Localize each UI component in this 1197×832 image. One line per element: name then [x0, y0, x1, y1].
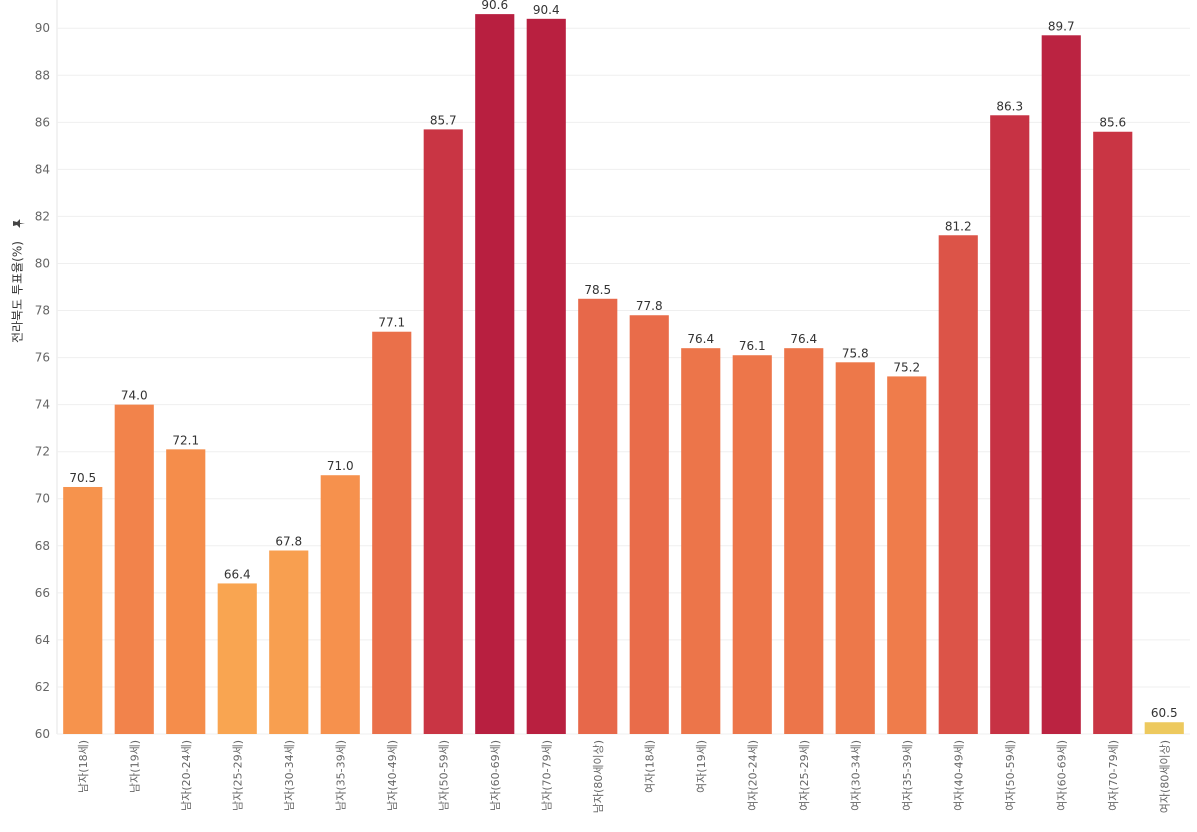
- data-label: 78.5: [584, 283, 611, 297]
- x-tick-label: 여자(80세이상): [1158, 740, 1171, 813]
- data-label: 72.1: [172, 433, 199, 447]
- bar[interactable]: [1144, 722, 1184, 734]
- x-tick-label: 여자(60-69세): [1055, 740, 1068, 811]
- bar[interactable]: [732, 355, 772, 734]
- bar[interactable]: [217, 583, 257, 734]
- bar[interactable]: [990, 115, 1030, 735]
- y-tick-label: 66: [35, 586, 50, 600]
- bar[interactable]: [526, 18, 566, 735]
- x-axis-ticks: 남자(18세) 남자(19세) 남자(20-24세) 남자(25-29세) 남자(30-…: [77, 740, 1172, 813]
- data-label: 77.1: [378, 316, 405, 330]
- data-label: 77.8: [636, 299, 663, 313]
- x-tick-label: 남자(25-29세): [231, 740, 244, 811]
- x-tick-label: 남자(30-34세): [283, 740, 296, 811]
- y-axis-label: 전라북도 투표율(%): [11, 241, 25, 343]
- y-tick-label: 72: [35, 445, 50, 459]
- x-tick-label: 여자(70-79세): [1107, 740, 1120, 811]
- x-tick-label: 남자(40-49세): [386, 740, 399, 811]
- data-label: 75.2: [893, 360, 920, 374]
- bar[interactable]: [166, 449, 206, 734]
- bar[interactable]: [1041, 35, 1081, 735]
- y-tick-label: 82: [35, 209, 50, 223]
- x-tick-label: 여자(20-24세): [746, 740, 759, 811]
- x-tick-label: 여자(35-39세): [901, 740, 914, 811]
- y-tick-label: 84: [35, 162, 50, 176]
- y-tick-label: 90: [35, 21, 50, 35]
- data-label: 85.6: [1099, 116, 1126, 130]
- data-label: 71.0: [327, 459, 354, 473]
- x-tick-label: 남자(80세이상): [592, 740, 605, 813]
- data-label: 70.5: [69, 471, 96, 485]
- y-tick-label: 62: [35, 680, 50, 694]
- data-label: 85.7: [430, 113, 457, 127]
- bar[interactable]: [784, 348, 824, 734]
- data-label: 66.4: [224, 567, 251, 581]
- x-tick-label: 남자(60-69세): [489, 740, 502, 811]
- bar[interactable]: [320, 475, 360, 734]
- data-label: 76.1: [739, 339, 766, 353]
- y-tick-label: 70: [35, 492, 50, 506]
- data-label: 60.5: [1151, 706, 1178, 720]
- data-label: 75.8: [842, 346, 869, 360]
- x-tick-label: 여자(19세): [695, 740, 708, 793]
- x-tick-label: 여자(30-34세): [849, 740, 862, 811]
- bar[interactable]: [578, 298, 618, 734]
- y-tick-label: 68: [35, 539, 50, 553]
- bar[interactable]: [269, 550, 309, 735]
- bar[interactable]: [423, 129, 463, 735]
- data-label: 90.4: [533, 3, 560, 17]
- y-tick-label: 78: [35, 304, 50, 318]
- y-axis-title: 전라북도 투표율(%): [11, 219, 25, 343]
- y-tick-label: 80: [35, 256, 50, 270]
- x-tick-label: 남자(50-59세): [437, 740, 450, 811]
- x-tick-label: 여자(25-29세): [798, 740, 811, 811]
- data-label: 89.7: [1048, 19, 1075, 33]
- bar[interactable]: [372, 331, 412, 734]
- bar[interactable]: [938, 235, 978, 734]
- x-tick-label: 여자(18세): [643, 740, 656, 793]
- x-tick-label: 남자(20-24세): [180, 740, 193, 811]
- y-tick-label: 64: [35, 633, 50, 647]
- data-label: 81.2: [945, 219, 972, 233]
- bar[interactable]: [887, 376, 927, 734]
- data-labels: 70.5 74.0 72.1 66.4 67.8 71.0 77.1 85.7 90.6 90.4…: [69, 0, 1177, 720]
- y-tick-label: 74: [35, 398, 50, 412]
- y-tick-label: 88: [35, 68, 50, 82]
- bar[interactable]: [63, 486, 103, 734]
- pin-icon[interactable]: [13, 219, 25, 228]
- data-label: 76.4: [687, 332, 714, 346]
- y-axis-ticks: 60 62 64 66 68 70 72 74 76 78 80 82 84 86 88 90: [35, 21, 50, 741]
- bar[interactable]: [681, 348, 721, 734]
- bars: [63, 14, 1184, 735]
- x-tick-label: 남자(35-39세): [334, 740, 347, 811]
- data-label: 90.6: [481, 0, 508, 12]
- x-tick-label: 남자(70-79세): [540, 740, 553, 811]
- x-tick-label: 여자(40-49세): [952, 740, 965, 811]
- x-tick-label: 남자(19세): [128, 740, 141, 793]
- y-tick-label: 76: [35, 351, 50, 365]
- data-label: 74.0: [121, 389, 148, 403]
- bar[interactable]: [629, 315, 669, 734]
- bar[interactable]: [835, 362, 875, 734]
- bar[interactable]: [475, 14, 515, 735]
- x-tick-label: 남자(18세): [77, 740, 90, 793]
- y-tick-label: 60: [35, 727, 50, 741]
- x-tick-label: 여자(50-59세): [1004, 740, 1017, 811]
- data-label: 67.8: [275, 535, 302, 549]
- data-label: 86.3: [996, 99, 1023, 113]
- data-label: 76.4: [790, 332, 817, 346]
- y-tick-label: 86: [35, 115, 50, 129]
- bar[interactable]: [1093, 131, 1133, 734]
- bar[interactable]: [114, 404, 154, 734]
